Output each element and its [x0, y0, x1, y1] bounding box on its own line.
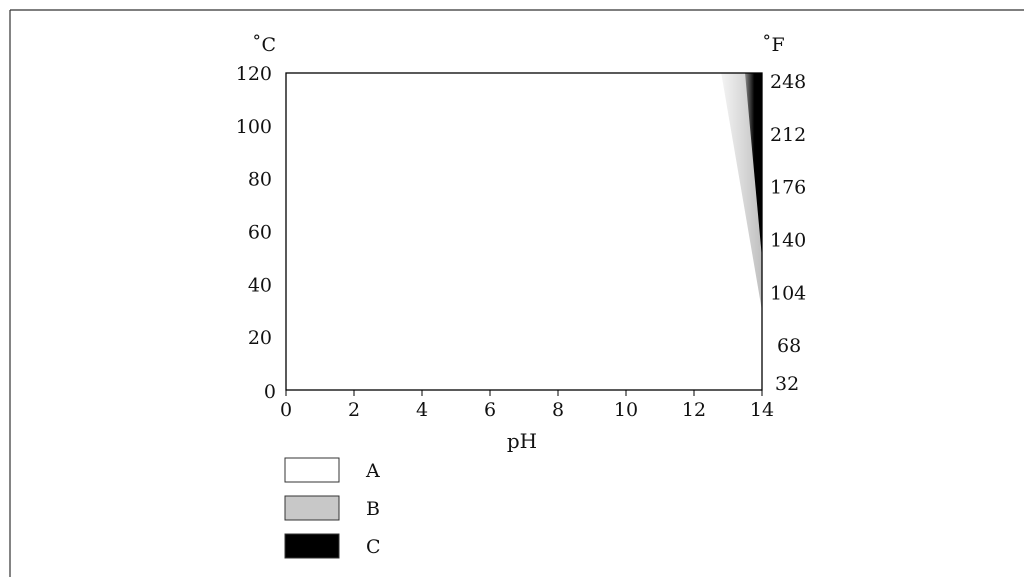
- y-tick-label-left: 20: [248, 327, 272, 349]
- legend-label-c: C: [366, 536, 381, 558]
- x-tick-label: 14: [750, 399, 774, 421]
- y-unit-left: ˚C: [252, 34, 276, 56]
- y-ticks-right: 32 68 104 140 176 212 248: [770, 71, 806, 395]
- region-c: [745, 73, 762, 258]
- legend-label-a: A: [365, 460, 380, 482]
- legend-swatch-b: [284, 495, 340, 521]
- x-tick-label: 4: [416, 399, 428, 421]
- x-tick-label: 0: [280, 399, 292, 421]
- y-tick-label-left: 0: [264, 381, 276, 403]
- y-tick-label-left: 120: [236, 63, 272, 85]
- legend-swatch-c: [284, 533, 340, 559]
- y-tick-label-left: 40: [248, 274, 272, 296]
- x-tick-label: 12: [682, 399, 706, 421]
- y-ticks-left: 0 20 40 60 80 100 120: [236, 63, 276, 403]
- x-ticks: 0 2 4 6 8 10 12 14: [280, 390, 774, 421]
- y-tick-label-left: 100: [236, 116, 272, 138]
- x-tick-label: 2: [348, 399, 360, 421]
- legend-label-b: B: [366, 498, 380, 520]
- y-tick-label-right: 212: [770, 124, 806, 146]
- plot-area: [285, 72, 763, 391]
- y-tick-label-left: 60: [248, 222, 272, 244]
- y-tick-label-right: 104: [770, 282, 806, 304]
- x-tick-label: 8: [552, 399, 564, 421]
- y-tick-label-left: 80: [248, 169, 272, 191]
- legend: ABC: [284, 457, 381, 559]
- y-tick-label-right: 140: [770, 230, 806, 252]
- x-tick-label: 10: [614, 399, 638, 421]
- x-axis-label: pH: [507, 429, 537, 453]
- y-tick-label-right: 176: [770, 177, 806, 199]
- legend-swatch-a: [284, 457, 340, 483]
- x-tick-label: 6: [484, 399, 496, 421]
- y-tick-label-right: 248: [770, 71, 806, 93]
- y-tick-label-right: 32: [775, 373, 799, 395]
- plot-regions: [721, 73, 762, 311]
- y-tick-label-right: 68: [777, 335, 801, 357]
- y-unit-right: ˚F: [762, 34, 785, 56]
